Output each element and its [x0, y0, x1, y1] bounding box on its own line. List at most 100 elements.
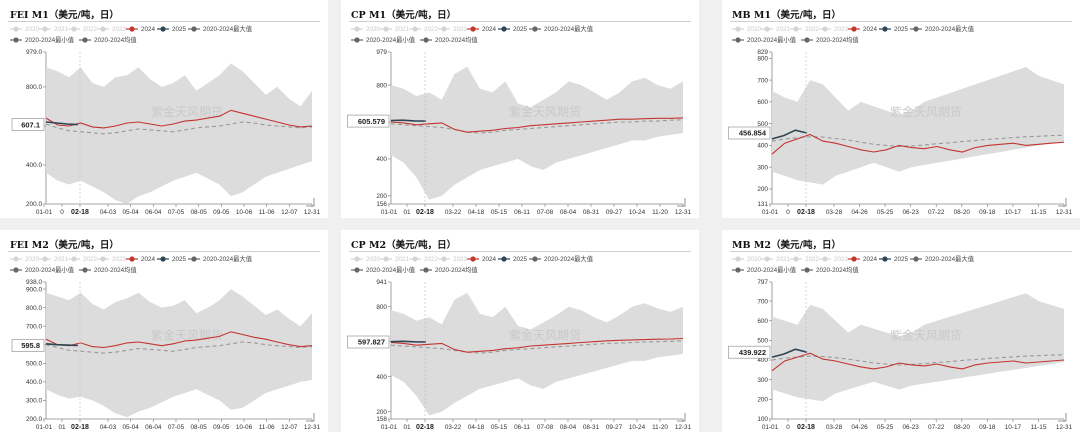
y-tick-label: 156: [376, 201, 387, 208]
legend-item[interactable]: 2024: [126, 26, 156, 33]
legend-item[interactable]: 2020: [351, 26, 381, 33]
legend-item[interactable]: 2020-2024最小值: [732, 265, 797, 274]
resize-handle-icon[interactable]: [306, 413, 315, 422]
chart-cp-m2[interactable]: 2020 2021 2022 2023 2024 2025 2020-2024最大值 2020…: [341, 230, 699, 432]
legend-item[interactable]: 2022: [790, 26, 820, 33]
legend-swatch-dot: [82, 37, 88, 43]
chart-panel-cp-m2: CP M2（美元/吨，日） 2020 2021 2022 2023 2024 2025 20…: [341, 230, 699, 432]
legend-item[interactable]: 2024: [848, 26, 878, 33]
y-tick-label: 400: [757, 357, 768, 364]
legend-item[interactable]: 2021: [39, 256, 69, 263]
legend-item[interactable]: 2020-2024最大值: [910, 24, 975, 33]
legend-item[interactable]: 2020-2024最小值: [10, 35, 75, 44]
resize-handle-icon[interactable]: [306, 198, 315, 207]
resize-handle-icon[interactable]: [1058, 198, 1067, 207]
legend-item[interactable]: 2023: [438, 256, 468, 263]
legend-item[interactable]: 2024: [126, 256, 156, 263]
chart-panel-cp-m1: CP M1（美元/吨，日） 2020 2021 2022 2023 2024 2025 20…: [341, 0, 699, 218]
y-tick-label: 200.0: [26, 201, 42, 208]
legend-item[interactable]: 2020-2024均值: [79, 35, 137, 44]
current-value-box: [347, 114, 390, 128]
legend-item[interactable]: 2020-2024最小值: [351, 265, 416, 274]
chart-fei-m2[interactable]: 2020 2021 2022 2023 2024 2025 2020-2024最大值 2020…: [0, 230, 328, 432]
legend-label: 2020-2024均值: [435, 265, 478, 274]
legend-item[interactable]: 2020: [10, 256, 40, 263]
x-tick-label: 01: [58, 424, 66, 431]
legend-item[interactable]: 2020: [351, 256, 381, 263]
y-tick-label: 200.0: [26, 416, 42, 423]
legend-item[interactable]: 2025: [879, 256, 909, 263]
x-tick-label: 01-01: [381, 424, 398, 431]
legend-item[interactable]: 2020-2024最大值: [188, 254, 253, 263]
x-tick-label: 01-01: [36, 424, 53, 431]
x-tick-label: 02-18: [71, 209, 89, 216]
x-tick-label: 02-18: [797, 209, 815, 216]
chart-panel-mb-m1: MB M1（美元/吨，日） 2020 2021 2022 2023 2024 2025 20…: [722, 0, 1080, 218]
legend-item[interactable]: 2022: [790, 256, 820, 263]
legend-item[interactable]: 2021: [380, 26, 410, 33]
x-tick-label: 04-18: [468, 424, 485, 431]
legend-label: 2023: [112, 256, 127, 263]
y-tick-label: 500.0: [26, 361, 42, 368]
legend-label: 2025: [172, 26, 187, 33]
legend-item[interactable]: 2025: [157, 26, 187, 33]
legend-item[interactable]: 2020-2024均值: [420, 265, 478, 274]
chart-cp-m1[interactable]: 2020 2021 2022 2023 2024 2025 2020-2024最大值 2020…: [341, 0, 699, 218]
resize-handle-icon[interactable]: [677, 413, 686, 422]
legend-item[interactable]: 2023: [438, 26, 468, 33]
legend-item[interactable]: 2022: [409, 256, 439, 263]
legend-label: 2020-2024最小值: [747, 35, 797, 44]
x-tick-label: 03-28: [826, 209, 843, 216]
legend-item[interactable]: 2020-2024均值: [801, 35, 859, 44]
legend-item[interactable]: 2021: [761, 26, 791, 33]
legend-item[interactable]: 2024: [467, 26, 497, 33]
legend-item[interactable]: 2022: [68, 256, 98, 263]
chart-fei-m1[interactable]: 2020 2021 2022 2023 2024 2025 2020-2024最大值 2020…: [0, 0, 328, 218]
legend-swatch-dot: [383, 26, 389, 32]
legend-item[interactable]: 2025: [498, 256, 528, 263]
y-tick-label: 979: [376, 49, 387, 56]
y-tick-label: 900.0: [26, 286, 42, 293]
legend-item[interactable]: 2022: [68, 26, 98, 33]
legend-item[interactable]: 2021: [761, 256, 791, 263]
x-tick-label: 04-03: [100, 424, 117, 431]
x-tick-label: 09-18: [979, 424, 996, 431]
legend-item[interactable]: 2024: [467, 256, 497, 263]
legend-label: 2020-2024最大值: [203, 24, 253, 33]
legend-item[interactable]: 2025: [879, 26, 909, 33]
legend-item[interactable]: 2020: [732, 256, 762, 263]
legend-item[interactable]: 2020-2024均值: [420, 35, 478, 44]
resize-handle-icon[interactable]: [1058, 413, 1067, 422]
legend-swatch-dot: [423, 267, 429, 273]
legend-item[interactable]: 2025: [157, 256, 187, 263]
legend-label: 2021: [395, 256, 410, 263]
legend-item[interactable]: 2021: [39, 26, 69, 33]
series-line-2025: [390, 119, 427, 122]
legend-item[interactable]: 2020-2024最小值: [10, 265, 75, 274]
legend-item[interactable]: 2020-2024最大值: [529, 24, 594, 33]
legend-item[interactable]: 2020-2024均值: [79, 265, 137, 274]
legend-item[interactable]: 2025: [498, 26, 528, 33]
range-band-max-min: [391, 292, 683, 416]
legend-item[interactable]: 2022: [409, 26, 439, 33]
legend-item[interactable]: 2020-2024最大值: [188, 24, 253, 33]
chart-mb-m2[interactable]: 2020 2021 2022 2023 2024 2025 2020-2024最大值 2020…: [722, 230, 1080, 432]
y-tick-label: 400: [757, 143, 768, 150]
legend-item[interactable]: 2023: [819, 256, 849, 263]
y-tick-label: 800.0: [26, 84, 42, 91]
resize-handle-icon[interactable]: [677, 198, 686, 207]
legend-item[interactable]: 2023: [97, 256, 127, 263]
legend-item[interactable]: 2020: [10, 26, 40, 33]
legend-item[interactable]: 2020-2024最小值: [732, 35, 797, 44]
legend-item[interactable]: 2023: [97, 26, 127, 33]
chart-mb-m1[interactable]: 2020 2021 2022 2023 2024 2025 2020-2024最大值 2020…: [722, 0, 1080, 218]
legend-item[interactable]: 2023: [819, 26, 849, 33]
legend-item[interactable]: 2020: [732, 26, 762, 33]
legend-item[interactable]: 2020-2024最大值: [529, 254, 594, 263]
legend-item[interactable]: 2021: [380, 256, 410, 263]
legend-item[interactable]: 2020-2024最小值: [351, 35, 416, 44]
legend-item[interactable]: 2024: [848, 256, 878, 263]
legend-item[interactable]: 2020-2024均值: [801, 265, 859, 274]
series-line-mean: [45, 341, 313, 354]
legend-item[interactable]: 2020-2024最大值: [910, 254, 975, 263]
